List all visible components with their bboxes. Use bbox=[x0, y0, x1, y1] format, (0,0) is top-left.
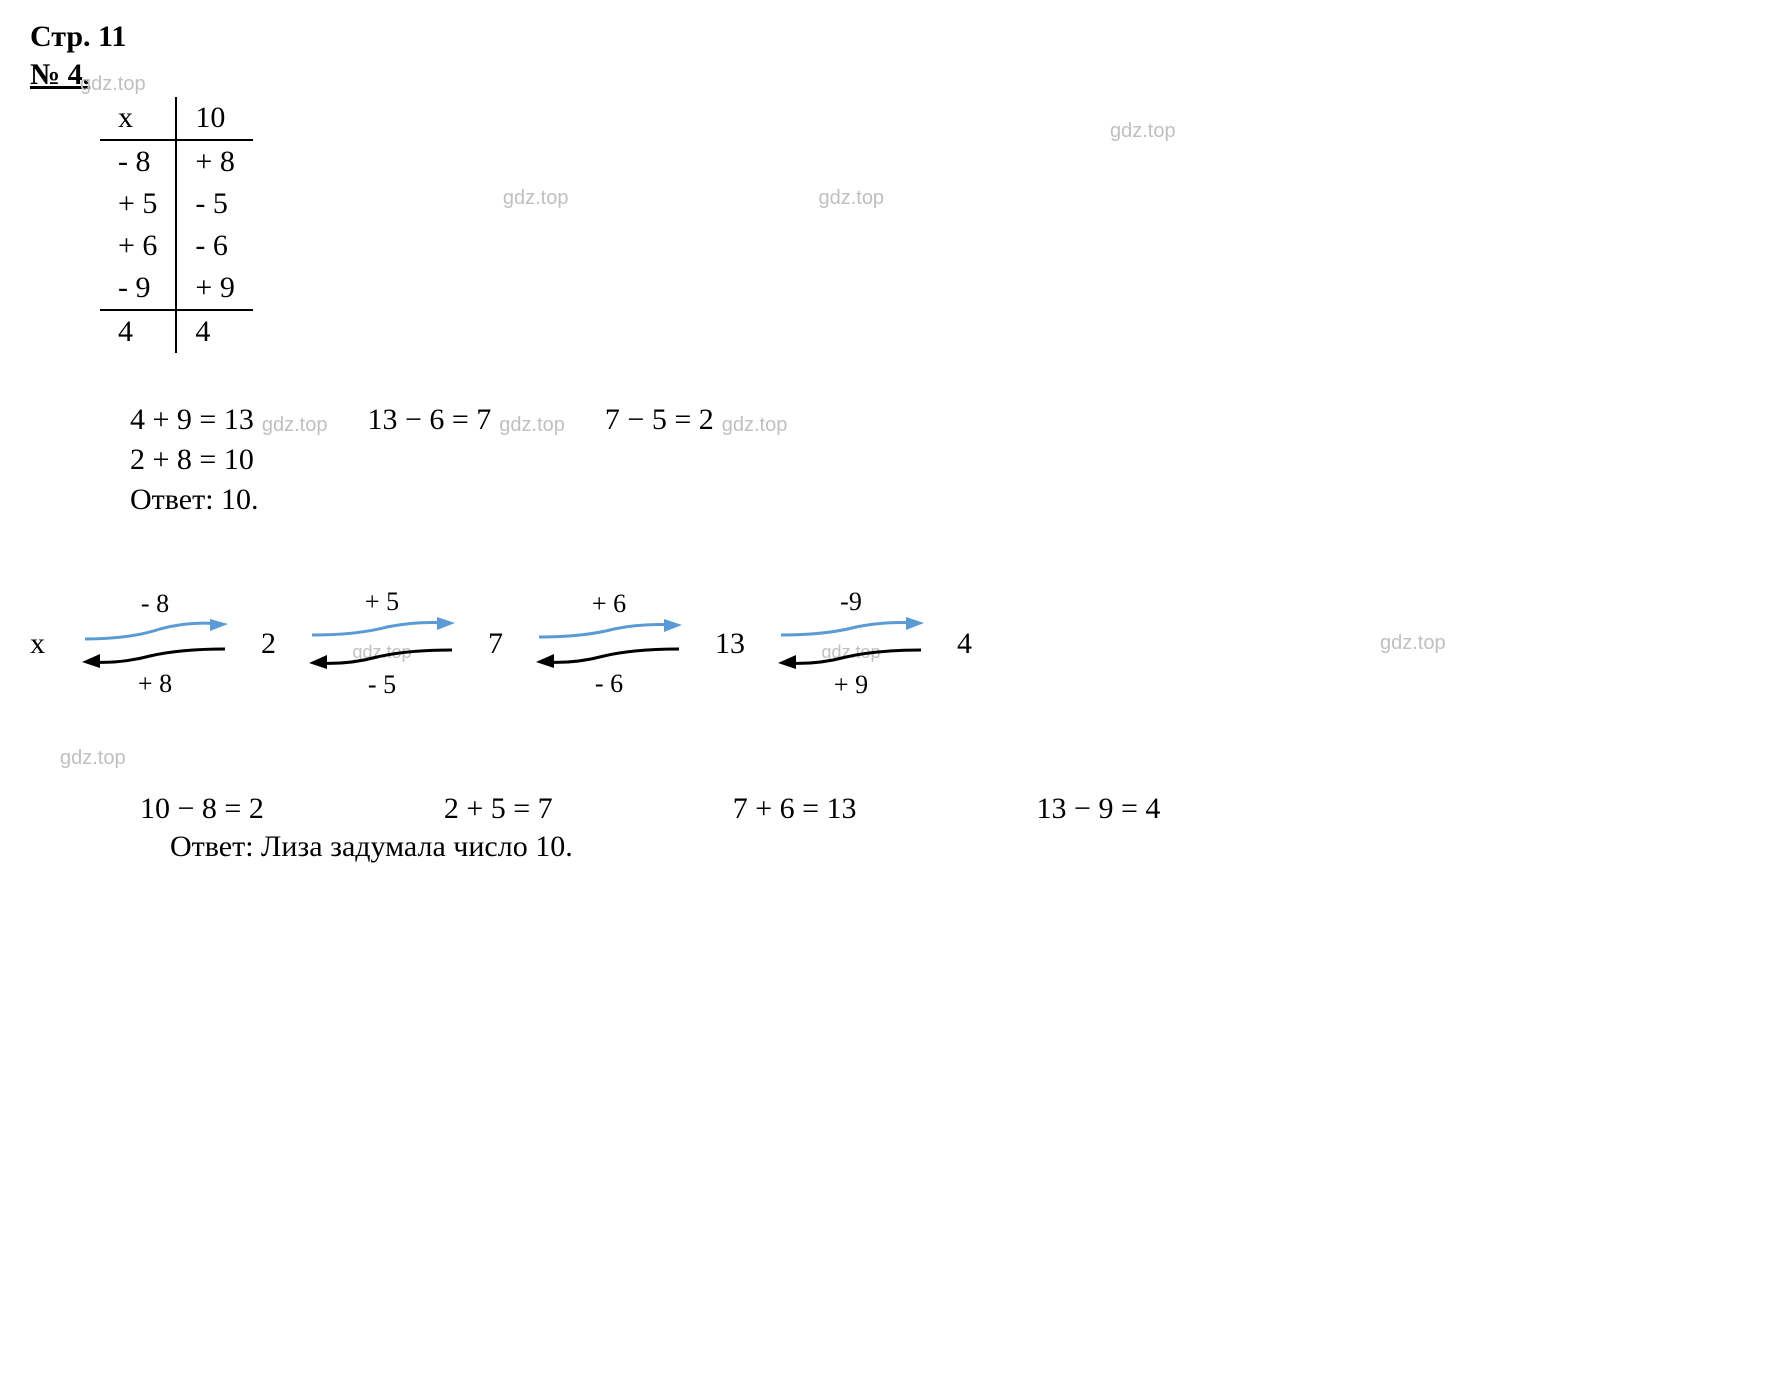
watermark-text: gdz.top bbox=[499, 414, 565, 437]
page-label: Стр. 11 bbox=[30, 20, 1753, 54]
arrow-left-icon bbox=[80, 644, 230, 669]
flow-op-top: -9 bbox=[840, 587, 862, 617]
table-cell: + 9 bbox=[176, 267, 252, 310]
arrow-left-icon bbox=[534, 644, 684, 669]
flow-step: + 5 gdz.top - 5 bbox=[292, 587, 472, 700]
table-cell: - 6 bbox=[176, 225, 252, 267]
flow-result: 2 bbox=[261, 627, 276, 661]
table-cell: 10 bbox=[176, 97, 252, 140]
watermark-text: gdz.top bbox=[722, 414, 788, 437]
flow-op-top: + 6 bbox=[592, 589, 626, 619]
table-cell: - 5 bbox=[176, 183, 252, 225]
table-row: - 9 + 9 bbox=[100, 267, 253, 310]
table-row: - 8 + 8 bbox=[100, 140, 253, 183]
watermark-text: gdz.top bbox=[503, 187, 569, 210]
equation: 10 − 8 = 2 bbox=[140, 792, 264, 826]
arrow-right-icon bbox=[80, 619, 230, 644]
flow-op-top: - 8 bbox=[141, 589, 169, 619]
table-cell: - 8 bbox=[100, 140, 176, 183]
flow-result: 4 bbox=[957, 627, 972, 661]
equation: 7 − 5 = 2 bbox=[605, 403, 714, 437]
flow-step: + 6 - 6 bbox=[519, 589, 699, 699]
watermark-text: gdz.top bbox=[60, 747, 126, 769]
flow-start-var: x bbox=[30, 627, 45, 661]
watermark-text: gdz.top bbox=[1110, 120, 1176, 143]
flow-result: 13 bbox=[715, 627, 745, 661]
equation: 13 − 9 = 4 bbox=[1037, 792, 1161, 826]
watermark-text: gdz.top bbox=[80, 73, 146, 96]
table-cell: + 8 bbox=[176, 140, 252, 183]
equation: 13 − 6 = 7 bbox=[367, 403, 491, 437]
final-answer: Ответ: Лиза задумала число 10. bbox=[170, 830, 1753, 864]
calculation-table: x 10 - 8 + 8 + 5 - 5 + 6 - 6 - 9 + 9 bbox=[100, 97, 253, 353]
flow-op-bottom: + 9 bbox=[834, 670, 868, 700]
equation: 2 + 5 = 7 bbox=[444, 792, 553, 826]
arrow-right-icon bbox=[534, 619, 684, 644]
watermark-text: gdz.top bbox=[262, 414, 328, 437]
flow-result: 7 bbox=[488, 627, 503, 661]
table-cell: 4 bbox=[100, 310, 176, 353]
watermark-text: gdz.top bbox=[1380, 632, 1446, 655]
table-header-row: x 10 bbox=[100, 97, 253, 140]
problem-number-row: № 4. bbox=[30, 58, 1753, 92]
arrow-right-icon bbox=[307, 617, 457, 642]
arrow-left-icon bbox=[307, 645, 457, 670]
equation: 7 + 6 = 13 bbox=[733, 792, 857, 826]
table-cell: 4 bbox=[176, 310, 252, 353]
flow-diagram: x - 8 + 8 2 + 5 gdz.top bbox=[30, 587, 1753, 700]
watermark-text: gdz.top bbox=[818, 187, 884, 210]
table-cell: - 9 bbox=[100, 267, 176, 310]
table-cell: + 5 bbox=[100, 183, 176, 225]
table-row: + 6 - 6 bbox=[100, 225, 253, 267]
arrow-left-icon bbox=[776, 645, 926, 670]
flow-op-bottom: - 6 bbox=[595, 669, 623, 699]
table-cell: x bbox=[100, 97, 176, 140]
equation: 4 + 9 = 13 bbox=[130, 403, 254, 437]
flow-op-top: + 5 bbox=[365, 587, 399, 617]
arrow-right-icon bbox=[776, 617, 926, 642]
equation: 2 + 8 = 10 bbox=[130, 443, 254, 477]
table-cell: + 6 bbox=[100, 225, 176, 267]
flow-step: -9 gdz.top + 9 bbox=[761, 587, 941, 700]
table-footer-row: 4 4 bbox=[100, 310, 253, 353]
answer-line: Ответ: 10. bbox=[130, 483, 1753, 517]
check-section: gdz.top 10 − 8 = 2 2 + 5 = 7 7 + 6 = 13 … bbox=[60, 740, 1753, 864]
table-row: + 5 - 5 bbox=[100, 183, 253, 225]
flow-step: - 8 + 8 bbox=[65, 589, 245, 699]
flow-op-bottom: + 8 bbox=[138, 669, 172, 699]
flow-op-bottom: - 5 bbox=[368, 670, 396, 700]
equations-block: 4 + 9 = 13 gdz.top 13 − 6 = 7 gdz.top 7 … bbox=[130, 403, 1753, 517]
